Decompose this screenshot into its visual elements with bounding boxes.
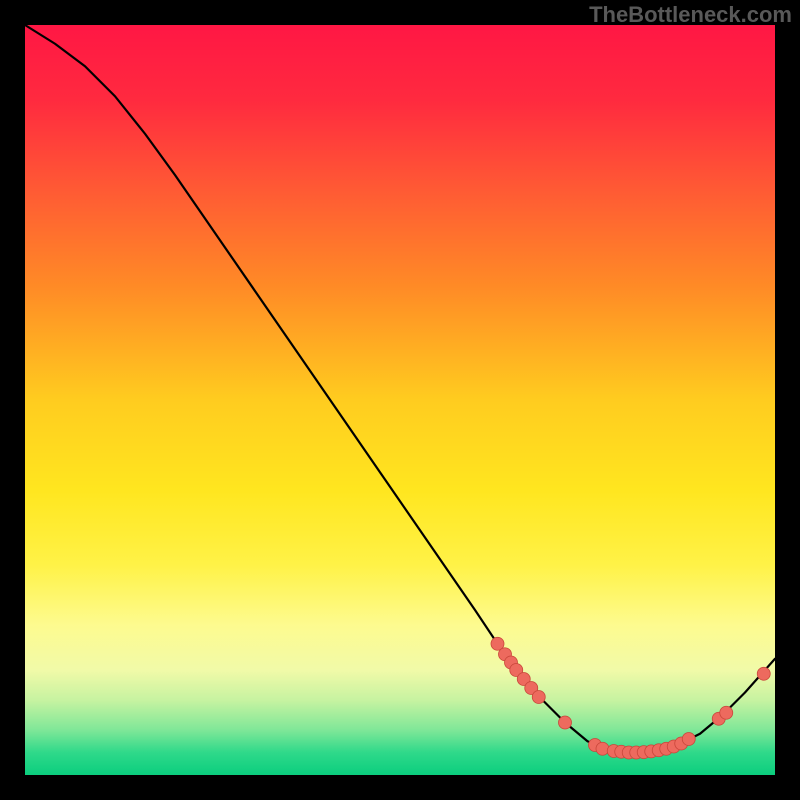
bottleneck-chart [0,0,800,800]
watermark-text: TheBottleneck.com [589,2,792,28]
marker-point [596,742,609,755]
marker-point [757,667,770,680]
marker-point [682,733,695,746]
plot-background [25,25,775,775]
marker-point [720,706,733,719]
marker-point [559,716,572,729]
chart-container: TheBottleneck.com [0,0,800,800]
marker-point [532,691,545,704]
